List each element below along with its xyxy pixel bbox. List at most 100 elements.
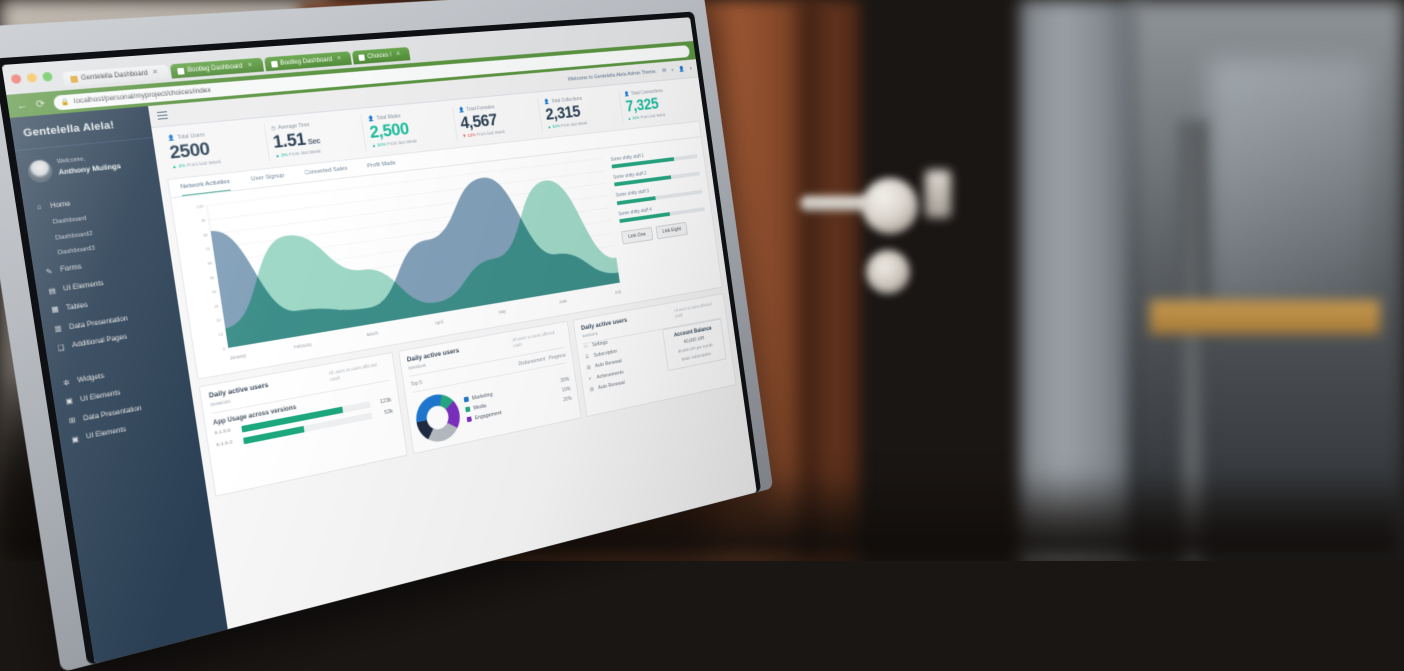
progress-list: Some shitty stuff 1 Some shitty stuff 2 So…: [610, 147, 705, 223]
close-tab-icon[interactable]: ×: [247, 61, 253, 70]
sidebar-item-label: Forms: [59, 263, 83, 274]
version-value: 123k: [379, 396, 392, 406]
settings-label: Auto Renewal: [594, 358, 623, 370]
balance-box: Account Balance 40,000 UPI 40,000 UPI pe…: [662, 318, 728, 382]
button-link-one[interactable]: Link One: [620, 226, 654, 245]
sidebar-item-label: UI Elements: [79, 388, 122, 404]
user-icon[interactable]: 👤: [678, 66, 685, 73]
card-account: Daily active users Sessions All users vs…: [572, 293, 737, 417]
tile-unit: Sec: [307, 135, 321, 147]
svg-text:20: 20: [216, 318, 221, 323]
stat-tile-average-time: ◷ Average Time 1.51Sec ▲ 3% From last Week: [263, 115, 366, 162]
svg-text:100: 100: [196, 204, 203, 209]
legend-color-swatch: [464, 406, 471, 413]
svg-text:July: July: [615, 289, 623, 295]
list-icon: ☰: [584, 353, 590, 361]
sidebar-item-label: Home: [49, 200, 72, 211]
legend-value: 10%: [561, 385, 572, 394]
avatar: [26, 158, 54, 184]
svg-text:March: March: [366, 330, 378, 337]
reload-icon[interactable]: ⟳: [34, 97, 46, 110]
window-controls[interactable]: [10, 71, 53, 84]
chevron-down-icon-2[interactable]: ▾: [689, 65, 693, 72]
card-note-3: All users vs users affected crash: [673, 301, 712, 319]
version-value: 53k: [384, 407, 394, 416]
glass-panel: [1210, 60, 1370, 310]
home-icon: ⌂: [36, 203, 43, 213]
tab-favicon-icon: [358, 53, 366, 61]
legend-color-swatch: [466, 416, 472, 423]
tab-label: Gentelella Dashboard: [80, 69, 149, 82]
stat-tile-total-users: 👤 Total Users 2500 ▲ 4% From last Week: [160, 124, 268, 172]
desktop-icon: ▤: [47, 286, 57, 296]
delta-value: ▲ 34%: [627, 115, 640, 121]
donut-chart: [412, 390, 463, 446]
laptop-screen: Gentelella Dashboard × Bootleg Dashboard × B…: [1, 17, 757, 664]
version-label: 6.1.5.5: [214, 428, 232, 437]
svg-text:May: May: [498, 309, 507, 315]
maximize-window-icon[interactable]: [41, 71, 53, 82]
close-tab-icon[interactable]: ×: [336, 55, 342, 63]
sidebar-item-label: Tables: [65, 300, 89, 312]
calendar-icon: ▤: [586, 364, 592, 372]
close-tab-icon[interactable]: ×: [152, 68, 159, 77]
button-link-eight[interactable]: Link Eight: [655, 221, 689, 240]
hamburger-icon[interactable]: [156, 110, 169, 120]
progress-panel: Some shitty stuff 1 Some shitty stuff 2 So…: [610, 143, 715, 299]
settings-label: Achievements: [596, 369, 624, 381]
table-header-1: Disbursement: [517, 356, 546, 367]
sidebar-item-label: Dashboard: [52, 215, 88, 227]
door-handle-rosette: [862, 178, 918, 234]
sitemap-icon: ⊞: [68, 416, 77, 426]
file-icon: ▭: [583, 343, 589, 350]
door-seam: [790, 0, 830, 561]
sidebar-item-label: UI Elements: [62, 279, 105, 293]
settings-label: Subscription: [593, 348, 618, 359]
wooden-shelf: [1150, 300, 1380, 334]
sidebar-item-label: Dashboard2: [54, 230, 94, 242]
delta-value: ▲ 4%: [171, 162, 186, 170]
admin-app: Gentelella Alela! Welcome, Anthony Mulin…: [9, 59, 757, 664]
tab-favicon-icon: [177, 67, 185, 75]
version-label: 6.1.5.3: [216, 440, 233, 449]
envelope-icon[interactable]: ✉: [661, 67, 667, 74]
calendar-icon: ▤: [589, 386, 595, 393]
welcome-message: Welcome to Gentelella Alela Admin Theme.: [567, 68, 658, 83]
tab-label: Bootleg Dashboard: [187, 62, 244, 74]
progress-item-3: Some shitty stuff 4: [618, 199, 705, 223]
back-arrow-icon[interactable]: ←: [15, 99, 29, 112]
main-area: Welcome to Gentelella Alela Admin Theme.…: [148, 59, 757, 630]
delta-value: ▲ 34%: [371, 141, 387, 149]
door-latch: [925, 170, 951, 218]
chevron-down-icon[interactable]: ▾: [671, 67, 674, 73]
tab-label: Bootleg Dashboard: [279, 56, 333, 67]
svg-text:70: 70: [205, 247, 210, 252]
door-lock: [866, 250, 910, 294]
windows-icon: ▣: [65, 397, 74, 407]
card-note: All users vs users affected crash: [328, 362, 378, 382]
settings-label: Settings: [591, 339, 609, 348]
room-background: [1130, 0, 1404, 561]
minimize-window-icon[interactable]: [26, 72, 38, 83]
settings-label: Auto Renewal: [597, 380, 626, 392]
table-icon: ▦: [50, 305, 60, 315]
door-frame: [1020, 0, 1140, 561]
svg-text:80: 80: [203, 233, 208, 238]
laptop: Gentelella Dashboard × Bootleg Dashboard × B…: [0, 0, 773, 671]
sidebar-nav-primary[interactable]: ⌂ Home Dashboard Dashboard2 Dashboard3 ✎ Forms…: [22, 182, 183, 360]
svg-text:50: 50: [209, 276, 214, 281]
stat-tile-total-connections: 👤 Total Connections 7,325 ▲ 34% From last W…: [617, 83, 699, 124]
trophy-icon: ✔: [587, 375, 593, 383]
stat-tile-total-collections: 👤 Total Collections 2,315 ▲ 34% From last W…: [537, 90, 623, 133]
delta-value: ▲ 3%: [274, 151, 289, 159]
delta-value: ▲ 34%: [547, 123, 561, 130]
door-handle-lever: [800, 196, 872, 211]
close-window-icon[interactable]: [10, 74, 22, 84]
bug-icon: ✲: [62, 378, 71, 388]
link-buttons[interactable]: Link One Link Eight: [620, 219, 708, 245]
svg-text:90: 90: [201, 218, 206, 223]
svg-text:30: 30: [214, 304, 219, 309]
legend-color-swatch: [463, 396, 469, 403]
browser-tab-3[interactable]: Choices ! ×: [351, 46, 411, 65]
windows-icon: ▣: [70, 435, 80, 445]
